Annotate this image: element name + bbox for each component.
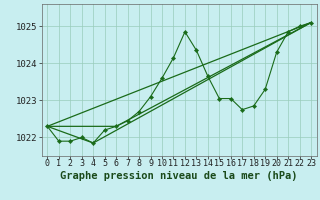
X-axis label: Graphe pression niveau de la mer (hPa): Graphe pression niveau de la mer (hPa) <box>60 171 298 181</box>
